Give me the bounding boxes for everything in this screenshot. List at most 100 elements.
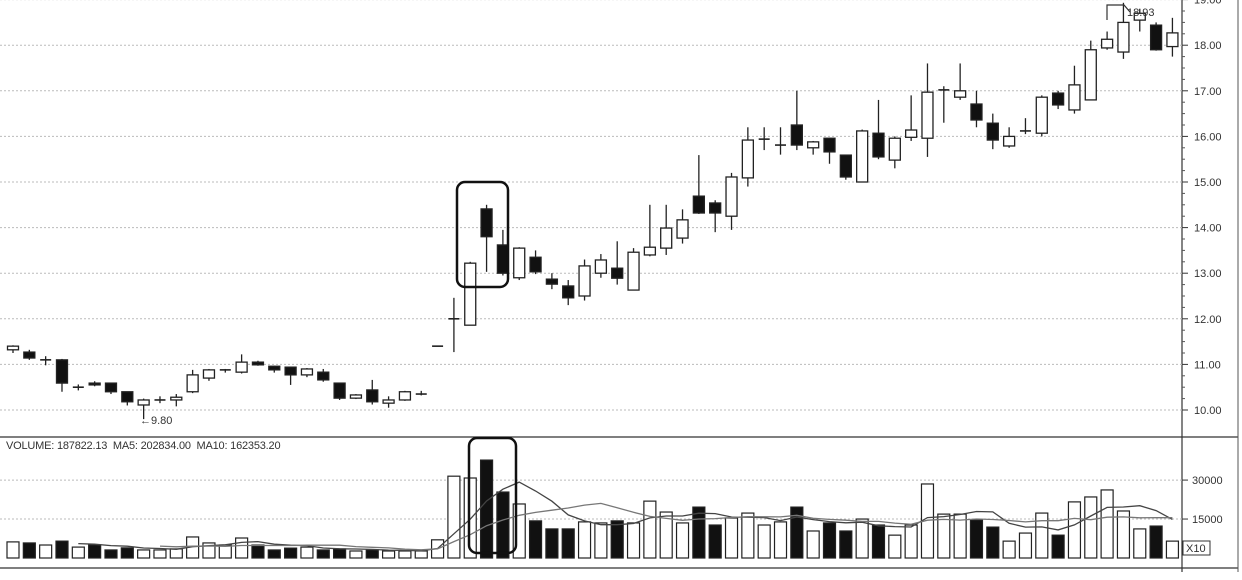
volume-bar bbox=[120, 547, 134, 559]
candle-down bbox=[333, 382, 346, 399]
volume-bar bbox=[692, 506, 706, 559]
candle-up bbox=[1100, 38, 1114, 49]
volume-bar bbox=[724, 517, 739, 559]
candle-up bbox=[578, 265, 591, 297]
volume-bar bbox=[806, 530, 820, 559]
volume-bar bbox=[839, 530, 853, 559]
volume-bar bbox=[1149, 525, 1163, 559]
volume-bar bbox=[626, 522, 641, 559]
candle-up bbox=[186, 374, 199, 393]
volume-bar bbox=[528, 520, 543, 559]
price-tick-label: 14.00 bbox=[1194, 223, 1222, 235]
candle-up bbox=[235, 361, 248, 373]
candle-up bbox=[137, 399, 150, 406]
volume-bar bbox=[659, 511, 673, 559]
candle-up bbox=[921, 91, 934, 139]
volume-bar bbox=[55, 540, 69, 559]
volume-bar bbox=[643, 500, 657, 559]
candle-up bbox=[1117, 21, 1130, 53]
candle-up bbox=[170, 396, 183, 401]
candle-down bbox=[692, 195, 706, 214]
volume-bar bbox=[316, 549, 330, 559]
volume-tick-label: 15000 bbox=[1192, 514, 1223, 526]
candle-down bbox=[317, 371, 330, 381]
candle-up bbox=[594, 259, 608, 274]
candle-up bbox=[382, 399, 395, 404]
volume-tick-label: 30000 bbox=[1192, 475, 1223, 487]
candle-down bbox=[366, 389, 379, 403]
price-tick-label: 16.00 bbox=[1194, 131, 1222, 143]
volume-bar bbox=[496, 491, 510, 559]
candle-up bbox=[856, 130, 869, 183]
volume-bar bbox=[594, 522, 608, 559]
volume-bar bbox=[381, 550, 396, 559]
candle-down bbox=[611, 267, 624, 279]
volume-bar bbox=[577, 521, 592, 559]
candle-up bbox=[1133, 12, 1146, 21]
candle-up bbox=[660, 227, 673, 249]
candle-up bbox=[349, 394, 363, 399]
volume-bar bbox=[1133, 528, 1147, 559]
volume-bar bbox=[6, 541, 20, 559]
volume-bar bbox=[39, 544, 53, 559]
candle-up bbox=[676, 219, 689, 239]
volume-bar bbox=[1116, 510, 1131, 559]
candle-up bbox=[905, 129, 918, 138]
volume-bar bbox=[22, 542, 36, 559]
volume-bar bbox=[333, 548, 347, 559]
candle-up bbox=[1084, 49, 1097, 101]
candle-up bbox=[1002, 135, 1016, 147]
candle-down bbox=[23, 351, 36, 359]
volume-bar bbox=[349, 550, 363, 559]
volume-bar bbox=[284, 547, 298, 559]
candle-down bbox=[284, 366, 297, 376]
low-price-label: ←9.80 bbox=[140, 415, 172, 427]
volume-bar bbox=[1018, 532, 1033, 559]
candle-up bbox=[741, 139, 754, 179]
volume-bar bbox=[71, 546, 85, 559]
candle-down bbox=[251, 361, 265, 366]
price-tick-label: 13.00 bbox=[1194, 268, 1222, 280]
volume-header: VOLUME: 187822.13 MA5: 202834.00 MA10: 1… bbox=[6, 440, 281, 452]
candle-down bbox=[562, 285, 575, 299]
candle-down bbox=[823, 137, 836, 153]
candle-down bbox=[970, 103, 983, 121]
volume-bar bbox=[1002, 540, 1016, 559]
candle-down bbox=[1051, 92, 1065, 106]
volume-bar bbox=[1067, 501, 1082, 559]
candle-down bbox=[268, 365, 281, 371]
volume-bar bbox=[137, 549, 151, 559]
volume-bar bbox=[904, 524, 918, 559]
volume-bar bbox=[790, 506, 804, 559]
volume-bar bbox=[251, 544, 265, 559]
volume-ma10-line bbox=[159, 502, 1173, 551]
candle-up bbox=[888, 137, 901, 161]
volume-bar bbox=[300, 546, 314, 559]
candle-up bbox=[300, 368, 314, 376]
volume-bar bbox=[235, 537, 249, 559]
volume-bar bbox=[104, 549, 118, 559]
volume-bar bbox=[822, 522, 837, 559]
candle-up bbox=[643, 246, 657, 256]
candle-up bbox=[725, 176, 738, 217]
volume-bar bbox=[479, 459, 494, 559]
candle-down bbox=[545, 278, 559, 285]
candle-down bbox=[986, 122, 999, 141]
candle-down bbox=[709, 202, 722, 214]
candle-up bbox=[398, 391, 412, 401]
highlight-box-price bbox=[455, 180, 510, 289]
volume-bar bbox=[1051, 534, 1065, 559]
candle-down bbox=[839, 154, 852, 178]
candle-up bbox=[513, 247, 526, 279]
price-tick-label: 10.00 bbox=[1194, 405, 1222, 417]
candle-down bbox=[480, 208, 493, 238]
price-tick-label: 11.00 bbox=[1194, 359, 1221, 371]
volume-bar bbox=[1100, 489, 1114, 559]
volume-bar bbox=[1035, 512, 1049, 559]
volume-bar bbox=[773, 521, 788, 559]
high-leader-line bbox=[1106, 4, 1131, 20]
volume-bar bbox=[757, 524, 771, 559]
volume-bar bbox=[888, 534, 902, 559]
candle-up bbox=[1068, 84, 1081, 111]
